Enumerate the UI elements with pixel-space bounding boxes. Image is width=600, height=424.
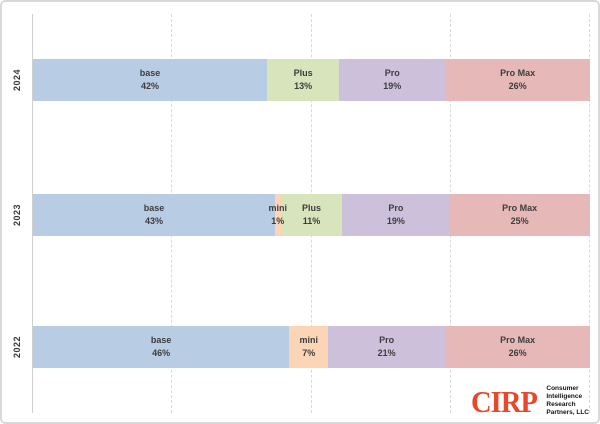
segment-pct-label: 21% — [377, 348, 396, 358]
segment-pct-label: 46% — [152, 348, 171, 358]
segment-name-label: base — [139, 68, 161, 78]
cirp-logo-text-line: Consumer — [546, 385, 579, 392]
cirp-logo-text: Consumer Intelligence Research Partners,… — [546, 385, 589, 417]
segment-label: base 42% — [140, 67, 161, 93]
segment-pct-label: 1% — [271, 216, 285, 226]
bar-row-2022: base 46% mini 7% Pro 21% Pro Max 26% — [33, 326, 590, 368]
bar-segment-2023-mini: mini 1% — [268, 194, 287, 236]
plot-area: base 42% Plus 13% Pro 19% Pro Max 26% base 43% min… — [32, 14, 590, 413]
segment-name-label: base — [150, 335, 172, 345]
segment-label: base 43% — [144, 202, 165, 228]
cirp-logo-text-line: Research — [546, 401, 576, 408]
bar-segment-2024-plus: Plus 13% — [266, 59, 340, 101]
segment-pct-label: 42% — [140, 81, 159, 91]
segment-name-label: mini — [268, 203, 287, 213]
segment-name-label: Pro — [388, 203, 404, 213]
segment-pct-label: 13% — [294, 81, 313, 91]
bar-segment-2023-plus: Plus 11% — [280, 194, 343, 236]
segment-pct-label: 26% — [508, 348, 527, 358]
segment-name-label: base — [143, 203, 165, 213]
segment-name-label: Plus — [293, 68, 313, 78]
segment-pct-label: 19% — [386, 216, 405, 226]
year-label-text: 2023 — [12, 203, 22, 227]
bar-segment-2024-pro: Pro 19% — [339, 59, 446, 101]
bar-segment-2023-pro: Pro 19% — [342, 194, 450, 236]
year-label-2024: 2024 — [4, 59, 30, 101]
segment-label: Pro Max 26% — [500, 334, 535, 360]
cirp-wordmark: CIRP — [470, 383, 538, 419]
segment-name-label: Plus — [301, 203, 321, 213]
year-label-text: 2024 — [12, 68, 22, 92]
year-label-2022: 2022 — [4, 326, 30, 368]
segment-label: base 46% — [151, 334, 172, 360]
segment-name-label: mini — [299, 335, 318, 345]
segment-pct-label: 43% — [144, 216, 163, 226]
year-label-text: 2022 — [12, 335, 22, 359]
cirp-logo-text-line: Partners, LLC — [546, 409, 589, 416]
segment-pct-label: 7% — [302, 348, 316, 358]
segment-label: Plus 11% — [302, 202, 321, 228]
segment-label: Pro 21% — [378, 334, 396, 360]
segment-label: Pro 19% — [387, 202, 405, 228]
segment-label: Pro Max 26% — [500, 67, 535, 93]
segment-pct-label: 26% — [508, 81, 527, 91]
segment-pct-label: 25% — [510, 216, 529, 226]
bar-segment-2022-mini: mini 7% — [289, 326, 329, 368]
bar-segment-2024-base: base 42% — [33, 59, 267, 101]
bar-segment-2023-pro-max: Pro Max 25% — [449, 194, 590, 236]
bar-segment-2024-pro-max: Pro Max 26% — [445, 59, 590, 101]
segment-name-label: Pro Max — [500, 68, 536, 78]
segment-name-label: Pro — [384, 68, 400, 78]
bar-segment-2022-pro: Pro 21% — [328, 326, 446, 368]
segment-pct-label: 19% — [383, 81, 402, 91]
segment-name-label: Pro Max — [502, 203, 538, 213]
segment-label: Pro Max 25% — [502, 202, 537, 228]
segment-label: Pro 19% — [383, 67, 401, 93]
cirp-logo: CIRP Consumer Intelligence Research Part… — [467, 383, 589, 419]
segment-label: mini 1% — [268, 202, 287, 228]
bar-row-2024: base 42% Plus 13% Pro 19% Pro Max 26% — [33, 59, 590, 101]
cirp-logo-text-line: Intelligence — [546, 393, 583, 400]
segment-pct-label: 11% — [302, 216, 321, 226]
year-label-2023: 2023 — [4, 194, 30, 236]
segment-label: mini 7% — [299, 334, 318, 360]
segment-name-label: Pro — [379, 335, 395, 345]
bar-segment-2023-base: base 43% — [33, 194, 275, 236]
segment-label: Plus 13% — [294, 67, 313, 93]
bar-row-2023: base 43% mini 1% Plus 11% Pro 19% Pro Max 25% — [33, 194, 590, 236]
segment-name-label: Pro Max — [500, 335, 536, 345]
bar-segment-2022-base: base 46% — [33, 326, 290, 368]
bar-segment-2022-pro-max: Pro Max 26% — [445, 326, 590, 368]
